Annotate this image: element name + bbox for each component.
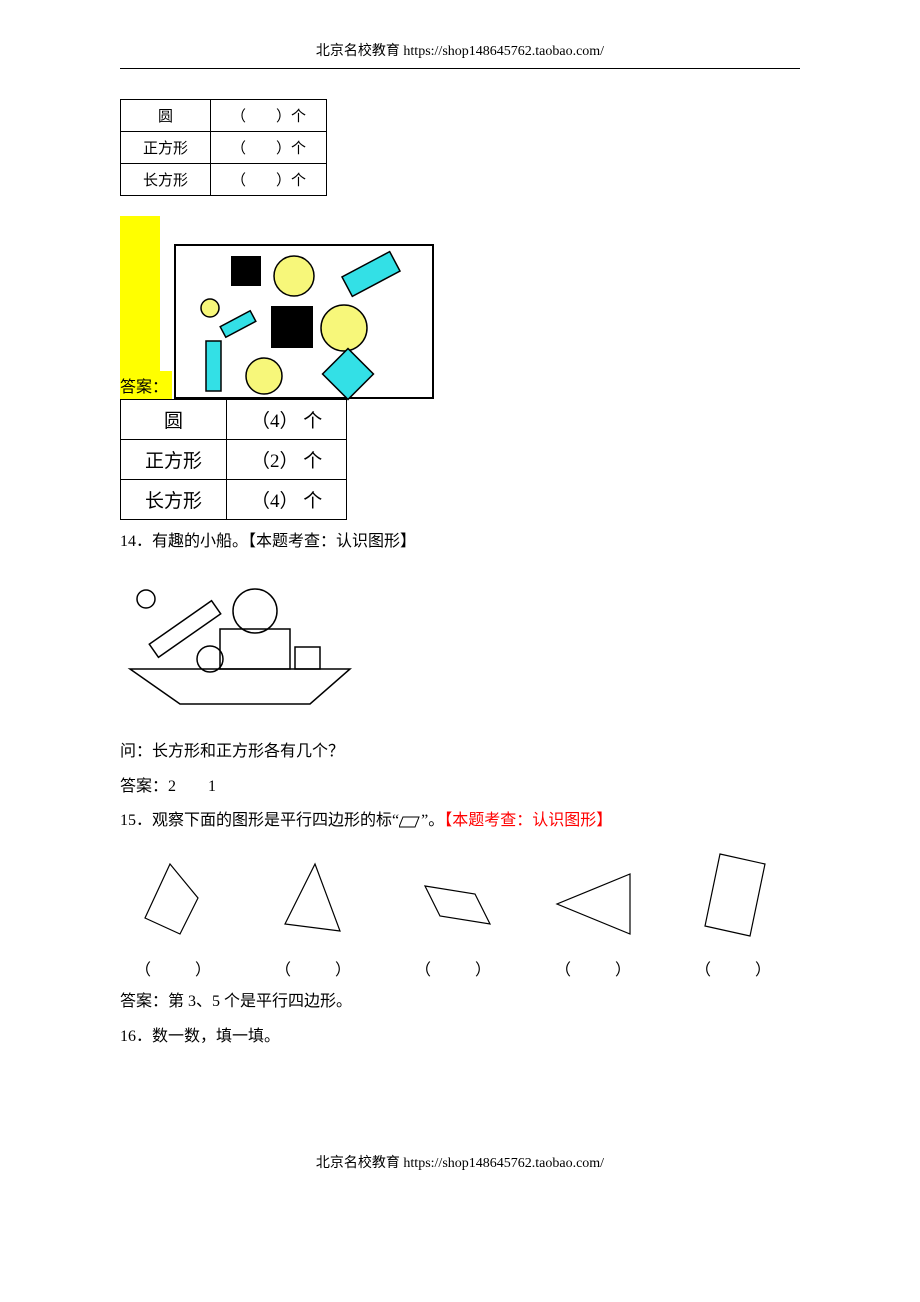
q14-question: 问：长方形和正方形各有几个？ (120, 738, 800, 767)
shape-cell: 长方形 (121, 480, 227, 520)
q15-text2: ”。 (421, 812, 444, 829)
q15-blank: （ ） (135, 956, 215, 980)
page-footer: 北京名校教育 https://shop148645762.taobao.com/ (120, 1152, 800, 1172)
count-cell: （4） 个 (227, 480, 347, 520)
shapes-figure (174, 244, 434, 399)
q15-shape-1: （ ） (120, 856, 230, 980)
table-row: 长方形 （ ）个 (121, 164, 327, 196)
count-cell: （ ）个 (211, 132, 327, 164)
count-cell: （4） 个 (227, 400, 347, 440)
q15-shape-5: （ ） (680, 846, 790, 980)
q15-answer: 答案：第 3、5 个是平行四边形。 (120, 988, 800, 1017)
q15-shape-4: （ ） (540, 856, 650, 980)
count-cell: （ ）个 (211, 100, 327, 132)
table-row: 圆 （ ）个 (121, 100, 327, 132)
page-content: 北京名校教育 https://shop148645762.taobao.com/… (0, 0, 920, 1212)
shape-cell: 长方形 (121, 164, 211, 196)
q15-tag: 【本题考查：认识图形】 (444, 812, 612, 829)
q15-blank: （ ） (275, 956, 355, 980)
count-cell: （ ）个 (211, 164, 327, 196)
shape-cell: 正方形 (121, 132, 211, 164)
q15-blank: （ ） (555, 956, 635, 980)
q15-shape-3: （ ） (400, 856, 510, 980)
q15-blank: （ ） (695, 956, 775, 980)
q16-title: 16．数一数，填一填。 (120, 1023, 800, 1052)
q16-text: 数一数，填一填。 (152, 1028, 280, 1045)
count-cell: （2） 个 (227, 440, 347, 480)
table-row: 长方形 （4） 个 (121, 480, 347, 520)
q15-title: 15．观察下面的图形是平行四边形的标“ ”。【本题考查：认识图形】 (120, 807, 800, 836)
header-rule (120, 68, 800, 69)
table-row: 正方形 （ ）个 (121, 132, 327, 164)
q14-answer: 答案：2 1 (120, 773, 800, 802)
shape-cell: 正方形 (121, 440, 227, 480)
highlight-block (120, 216, 160, 371)
q15-blank: （ ） (415, 956, 495, 980)
page-header: 北京名校教育 https://shop148645762.taobao.com/ (120, 40, 800, 60)
q15-shape-2: （ ） (260, 856, 370, 980)
q15-number: 15． (120, 812, 152, 829)
q14-text: 有趣的小船。【本题考查：认识图形】 (152, 533, 416, 550)
shape-cell: 圆 (121, 100, 211, 132)
q15-text1: 观察下面的图形是平行四边形的标“ (152, 812, 399, 829)
answer-label: 答案： (120, 371, 172, 399)
table-row: 正方形 （2） 个 (121, 440, 347, 480)
q14-title: 14．有趣的小船。【本题考查：认识图形】 (120, 528, 800, 557)
q16-number: 16． (120, 1028, 152, 1045)
q14-number: 14． (120, 533, 152, 550)
count-table-answer: 圆 （4） 个 正方形 （2） 个 长方形 （4） 个 (120, 399, 347, 520)
count-table-blank: 圆 （ ）个 正方形 （ ）个 长方形 （ ）个 (120, 99, 327, 196)
boat-figure (120, 569, 360, 719)
table-row: 圆 （4） 个 (121, 400, 347, 440)
shapes-svg (176, 246, 436, 401)
answer-figure-row: 答案： (120, 216, 800, 399)
parallelogram-icon (399, 815, 421, 829)
q15-shapes-row: （ ） （ ） （ ） （ ） （ ） (120, 846, 800, 980)
shape-cell: 圆 (121, 400, 227, 440)
